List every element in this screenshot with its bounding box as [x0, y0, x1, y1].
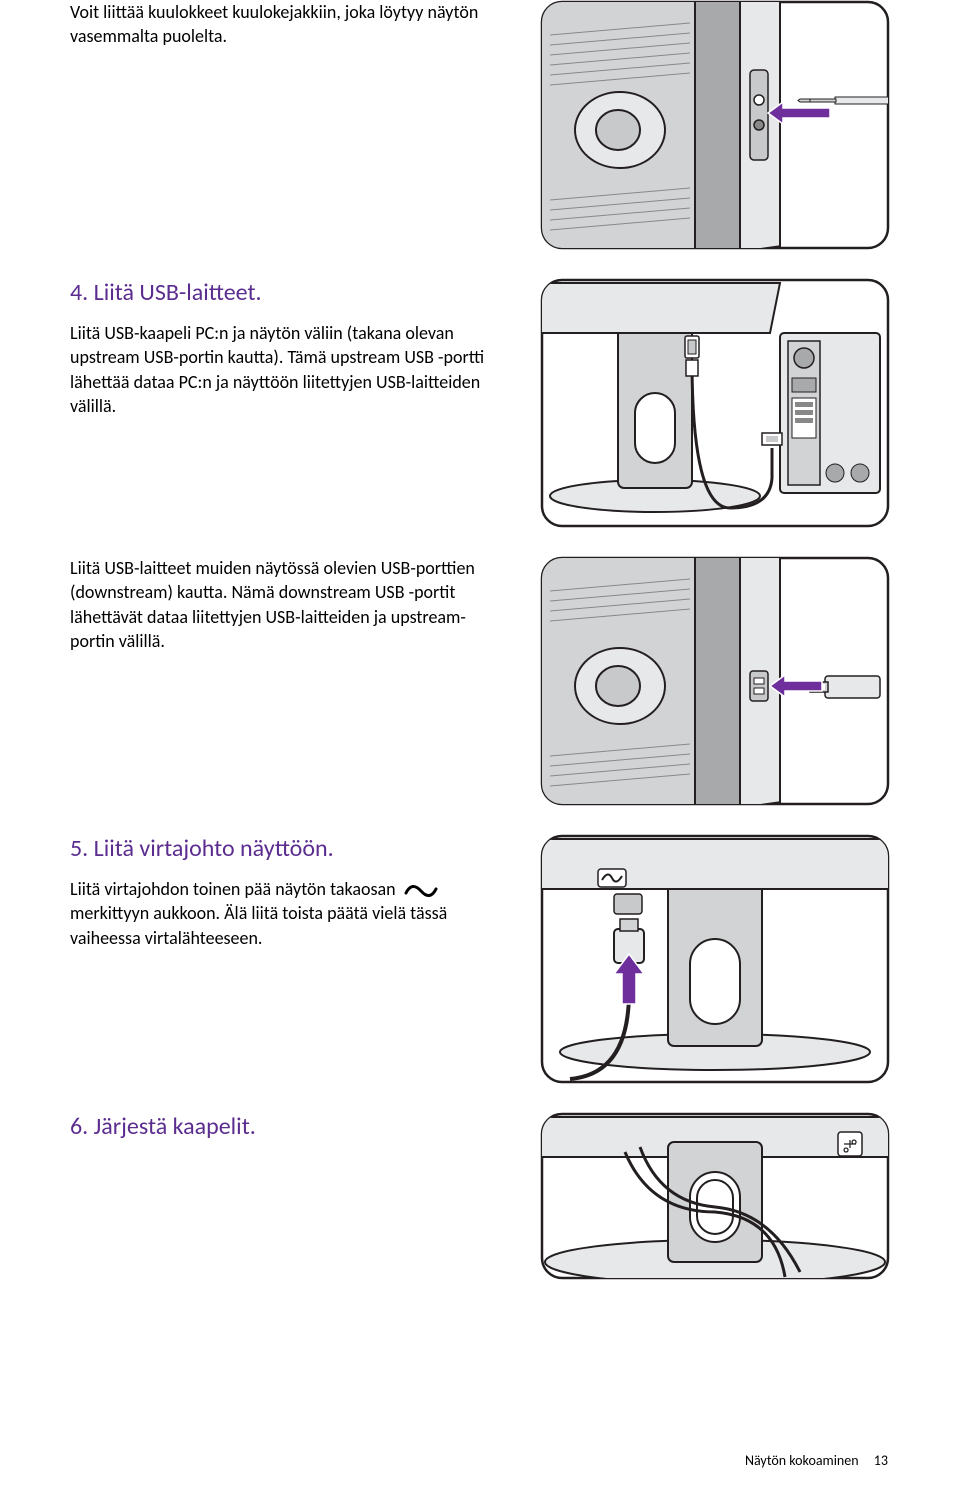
headphones-text: Voit liittää kuulokkeet kuulokejakkiin, …	[70, 0, 505, 49]
ac-wave-icon	[404, 883, 438, 899]
step4-p2: Liitä USB-laitteet muiden näytössä olevi…	[70, 556, 505, 653]
step4-p1: Liitä USB-kaapeli PC:n ja näytön väliin …	[70, 321, 505, 418]
page-footer: Näytön kokoaminen 13	[745, 1452, 888, 1469]
illustration-power	[540, 834, 890, 1084]
step4-heading: 4. Liitä USB-laitteet.	[70, 278, 505, 307]
footer-label: Näytön kokoaminen	[745, 1452, 859, 1469]
step5-before: Liitä virtajohdon toinen pää näytön taka…	[70, 878, 396, 900]
step5-heading: 5. Liitä virtajohto näyttöön.	[70, 834, 505, 863]
step6-heading: 6. Järjestä kaapelit.	[70, 1112, 505, 1141]
illustration-cables	[540, 1112, 890, 1280]
illustration-usb-upstream	[540, 278, 890, 528]
step5-text: Liitä virtajohdon toinen pää näytön taka…	[70, 877, 505, 950]
step5-after: merkittyyn aukkoon. Älä liitä toista pää…	[70, 902, 447, 948]
illustration-headphone-jack	[540, 0, 890, 250]
footer-page-num: 13	[874, 1452, 888, 1469]
illustration-usb-downstream	[540, 556, 890, 806]
